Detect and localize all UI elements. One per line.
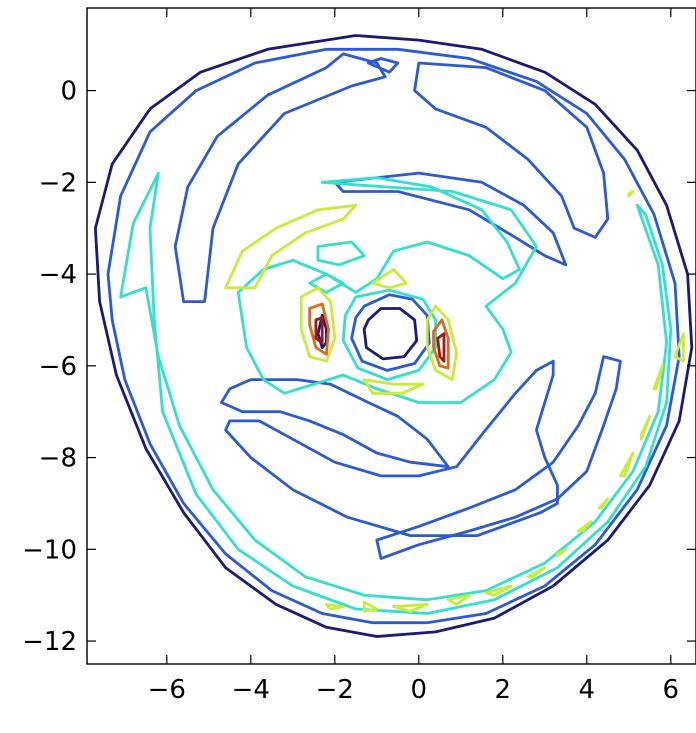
contour-level-3-path-1 bbox=[371, 268, 408, 290]
x-tick-label: −4 bbox=[232, 675, 270, 705]
x-tick-label: 0 bbox=[411, 675, 428, 705]
contour-level-3-path-5 bbox=[325, 603, 345, 611]
contour-level-3-path-0 bbox=[224, 203, 358, 290]
y-tick-label: −4 bbox=[39, 260, 77, 290]
x-tick-label: 2 bbox=[495, 675, 512, 705]
x-tick-label: −6 bbox=[148, 675, 186, 705]
contour-level-0-path-2 bbox=[316, 314, 328, 349]
contour-level-3-path-16 bbox=[652, 364, 664, 391]
contour-level-2-path-3 bbox=[316, 240, 366, 267]
x-tick-label: 6 bbox=[663, 675, 680, 705]
contour-level-3-path-15 bbox=[640, 414, 652, 441]
contour-level-3-path-13 bbox=[598, 497, 610, 510]
y-tick-label: −2 bbox=[39, 168, 77, 198]
contour-level-3-path-7 bbox=[392, 603, 429, 613]
contour-level-3-path-9 bbox=[484, 584, 513, 597]
contour-level-1-path-1 bbox=[173, 52, 387, 303]
contour-level-0-path-0 bbox=[94, 34, 694, 638]
x-tick-label: 4 bbox=[579, 675, 596, 705]
contour-level-3-path-3 bbox=[425, 304, 458, 381]
contour-level-3-path-10 bbox=[526, 566, 547, 579]
contour-level-2-path-2 bbox=[341, 288, 437, 381]
y-tick-label: −6 bbox=[39, 352, 77, 382]
contour-level-0-path-1 bbox=[362, 307, 419, 361]
contour-level-5-path-1 bbox=[436, 332, 446, 363]
contour-level-1-path-0 bbox=[106, 47, 681, 625]
contour-level-1-path-6 bbox=[224, 359, 559, 537]
contour-level-1-path-3 bbox=[367, 57, 400, 74]
y-tick-label: −10 bbox=[22, 535, 77, 565]
contour-level-1-path-8 bbox=[350, 293, 431, 372]
x-axis-tick-labels: −6 −4 −2 0 2 4 6 bbox=[148, 675, 679, 705]
contour-level-3-path-14 bbox=[619, 451, 635, 478]
contour-level-3-path-18 bbox=[627, 190, 635, 198]
contour-level-4-path-1 bbox=[432, 318, 450, 370]
y-tick-label: 0 bbox=[60, 77, 77, 107]
contour-lines bbox=[94, 34, 694, 638]
contour-level-3-path-8 bbox=[446, 593, 471, 606]
contour-level-1-path-2 bbox=[413, 61, 610, 239]
contour-level-3-path-17 bbox=[673, 332, 685, 363]
axis-ticks bbox=[87, 8, 696, 664]
contour-level-5-path-0 bbox=[314, 316, 324, 345]
contour-level-2-path-1 bbox=[236, 176, 538, 404]
contour-level-3-path-4 bbox=[362, 378, 425, 395]
y-tick-label: −12 bbox=[22, 627, 77, 657]
x-tick-label: −2 bbox=[316, 675, 354, 705]
contour-level-3-path-2 bbox=[299, 286, 337, 363]
contour-level-1-path-5 bbox=[220, 378, 450, 469]
contour-level-2-path-0 bbox=[119, 171, 673, 615]
y-tick-label: −8 bbox=[39, 444, 77, 474]
contour-level-3-path-6 bbox=[362, 600, 379, 613]
contour-level-3-path-12 bbox=[577, 520, 593, 533]
contour-level-1-path-4 bbox=[333, 171, 568, 267]
y-axis-tick-labels: 0 −2 −4 −6 −8 −10 −12 bbox=[22, 77, 77, 657]
contour-level-4-path-0 bbox=[308, 302, 330, 356]
contour-level-1-path-7 bbox=[375, 355, 622, 560]
contour-level-3-path-11 bbox=[556, 547, 568, 558]
